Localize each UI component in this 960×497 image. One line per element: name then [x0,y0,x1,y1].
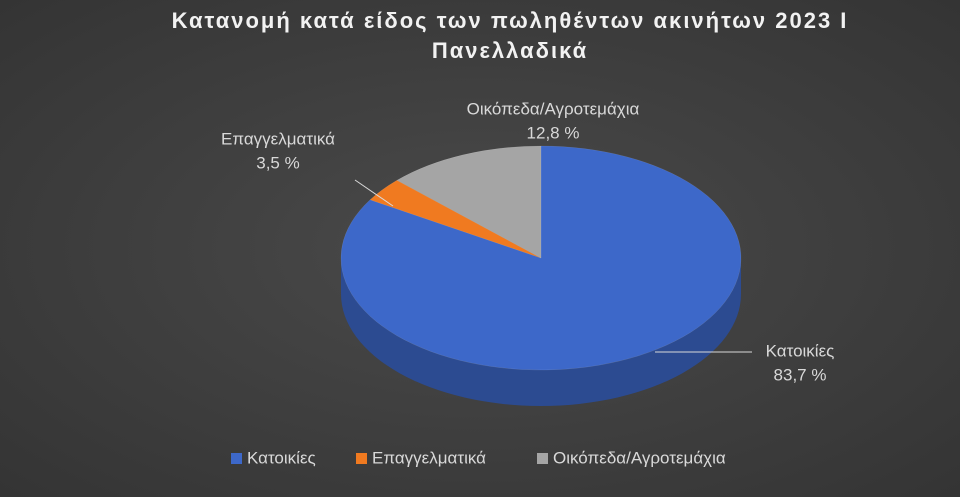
data-label-value: 12,8 % [527,123,580,142]
legend-label: Οικόπεδα/Αγροτεμάχια [553,448,726,467]
legend-swatch [231,453,242,464]
legend-swatch [356,453,367,464]
slice-top [396,145,542,259]
chart-title: Κατανομή κατά είδος των πωληθέντων ακινή… [171,8,849,63]
slice [340,145,742,406]
slice-top [369,180,542,259]
slice [396,145,542,259]
legend-label: Κατοικίες [247,448,316,467]
data-label-value: 83,7 % [774,365,827,384]
slice-top [340,145,742,371]
slice-side [341,258,741,406]
legend-swatch [537,453,548,464]
data-label-name: Κατοικίες [766,341,835,360]
data-label-name: Επαγγελματικά [221,129,335,148]
legend-label: Επαγγελματικά [372,448,486,467]
data-label-value: 3,5 % [256,153,299,172]
slice [369,180,542,259]
data-label-name: Οικόπεδα/Αγροτεμάχια [467,99,640,118]
leader-line [354,179,394,207]
